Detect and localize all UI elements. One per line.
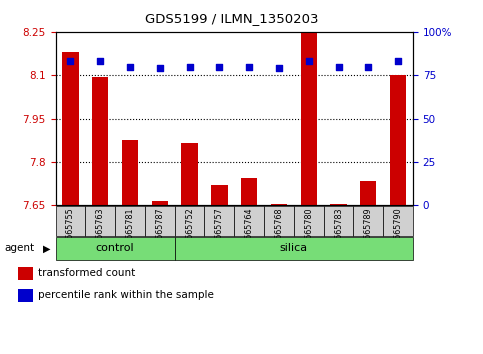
- Text: GSM665768: GSM665768: [274, 207, 284, 256]
- Point: [245, 64, 253, 69]
- Bar: [92, 77, 108, 205]
- Point: [305, 58, 313, 64]
- Bar: [241, 178, 257, 205]
- Text: GSM665780: GSM665780: [304, 207, 313, 256]
- Bar: [383, 206, 413, 236]
- Bar: [18, 267, 33, 280]
- Text: GSM665781: GSM665781: [126, 207, 134, 256]
- Bar: [152, 201, 168, 205]
- Text: GSM665787: GSM665787: [156, 207, 164, 256]
- Point: [185, 64, 193, 69]
- Bar: [115, 206, 145, 236]
- Text: GSM665757: GSM665757: [215, 207, 224, 256]
- Point: [156, 65, 164, 71]
- Point: [126, 64, 134, 69]
- Point: [67, 58, 74, 64]
- Bar: [145, 206, 175, 236]
- Bar: [211, 185, 227, 205]
- Bar: [62, 52, 79, 205]
- Bar: [300, 33, 317, 205]
- Bar: [175, 237, 413, 260]
- Point: [97, 58, 104, 64]
- Text: GSM665789: GSM665789: [364, 207, 373, 256]
- Bar: [85, 206, 115, 236]
- Bar: [182, 143, 198, 205]
- Point: [335, 64, 342, 69]
- Point: [394, 58, 402, 64]
- Text: ▶: ▶: [43, 243, 51, 253]
- Bar: [324, 206, 354, 236]
- Text: GSM665764: GSM665764: [245, 207, 254, 256]
- Text: transformed count: transformed count: [38, 268, 135, 278]
- Text: silica: silica: [280, 243, 308, 253]
- Bar: [271, 204, 287, 205]
- Bar: [354, 206, 383, 236]
- Bar: [56, 237, 175, 260]
- Point: [215, 64, 223, 69]
- Point: [275, 65, 283, 71]
- Bar: [175, 206, 204, 236]
- Bar: [264, 206, 294, 236]
- Bar: [56, 206, 85, 236]
- Text: GSM665783: GSM665783: [334, 207, 343, 256]
- Bar: [122, 140, 138, 205]
- Bar: [360, 181, 376, 205]
- Bar: [390, 75, 406, 205]
- Point: [364, 64, 372, 69]
- Text: GSM665763: GSM665763: [96, 207, 105, 256]
- Text: GSM665752: GSM665752: [185, 207, 194, 256]
- Text: GSM665755: GSM665755: [66, 207, 75, 256]
- Bar: [18, 289, 33, 302]
- Text: control: control: [96, 243, 134, 253]
- Text: GSM665790: GSM665790: [394, 207, 402, 256]
- Bar: [294, 206, 324, 236]
- Text: agent: agent: [5, 243, 35, 253]
- Bar: [234, 206, 264, 236]
- Text: percentile rank within the sample: percentile rank within the sample: [38, 290, 214, 300]
- Bar: [204, 206, 234, 236]
- Text: GDS5199 / ILMN_1350203: GDS5199 / ILMN_1350203: [145, 12, 319, 25]
- Bar: [330, 204, 347, 205]
